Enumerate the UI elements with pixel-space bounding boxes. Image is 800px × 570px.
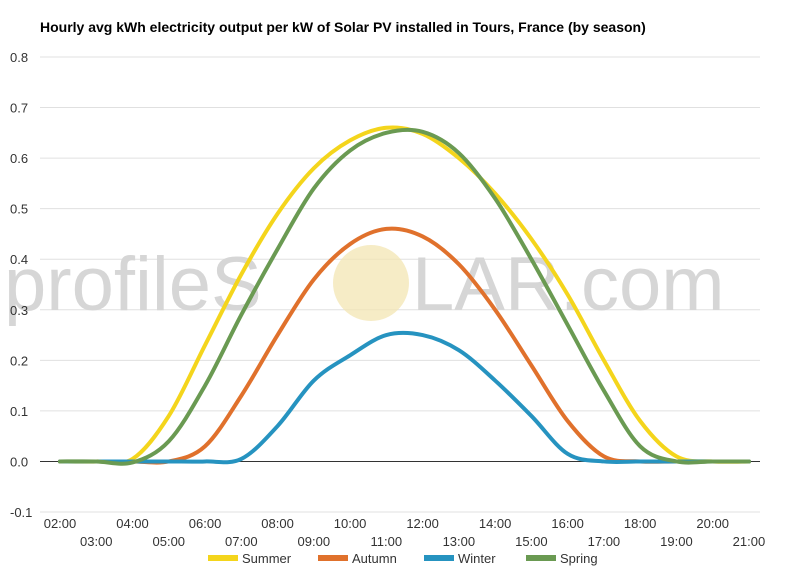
x-tick-label: 12:00 bbox=[406, 516, 439, 531]
x-tick-label: 10:00 bbox=[334, 516, 367, 531]
watermark-sun-icon bbox=[333, 245, 409, 321]
x-tick-label: 19:00 bbox=[660, 534, 693, 549]
y-tick-label: 0.0 bbox=[10, 454, 28, 469]
y-tick-label: 0.3 bbox=[10, 303, 28, 318]
x-tick-label: 15:00 bbox=[515, 534, 548, 549]
watermark-text-left: profileS bbox=[4, 242, 262, 327]
series-line-winter bbox=[58, 330, 751, 465]
y-tick-label: 0.1 bbox=[10, 404, 28, 419]
legend-swatch-spring bbox=[526, 555, 556, 561]
x-tick-label: 16:00 bbox=[551, 516, 584, 531]
legend: Summer Autumn Winter Spring bbox=[208, 551, 598, 566]
y-tick-label: 0.4 bbox=[10, 252, 28, 267]
series-line-spring bbox=[58, 127, 751, 466]
y-tick-label: 0.7 bbox=[10, 101, 28, 116]
watermark: profileS LAR.com bbox=[4, 242, 725, 327]
watermark-text-right: LAR.com bbox=[412, 242, 725, 327]
legend-swatch-summer bbox=[208, 555, 238, 561]
x-tick-label: 17:00 bbox=[588, 534, 621, 549]
legend-label: Winter bbox=[458, 551, 496, 566]
x-tick-label: 14:00 bbox=[479, 516, 512, 531]
x-tick-label: 04:00 bbox=[116, 516, 149, 531]
grid-lines bbox=[40, 56, 760, 513]
series-lines bbox=[58, 125, 751, 466]
y-axis-ticks: -0.1 0.0 0.1 0.2 0.3 0.4 0.5 0.6 0.7 0.8 bbox=[10, 50, 32, 520]
legend-label: Autumn bbox=[352, 551, 397, 566]
x-tick-label: 09:00 bbox=[298, 534, 331, 549]
x-tick-label: 18:00 bbox=[624, 516, 657, 531]
x-tick-label: 20:00 bbox=[696, 516, 729, 531]
y-tick-label: 0.2 bbox=[10, 353, 28, 368]
y-tick-label: 0.6 bbox=[10, 151, 28, 166]
y-tick-label: -0.1 bbox=[10, 505, 32, 520]
x-tick-label: 06:00 bbox=[189, 516, 222, 531]
legend-label: Spring bbox=[560, 551, 598, 566]
legend-label: Summer bbox=[242, 551, 292, 566]
x-tick-label: 08:00 bbox=[261, 516, 294, 531]
x-tick-label: 21:00 bbox=[733, 534, 766, 549]
y-tick-label: 0.8 bbox=[10, 50, 28, 65]
legend-swatch-autumn bbox=[318, 555, 348, 561]
x-tick-label: 02:00 bbox=[44, 516, 77, 531]
chart-title: Hourly avg kWh electricity output per kW… bbox=[40, 19, 646, 35]
y-tick-label: 0.5 bbox=[10, 202, 28, 217]
x-tick-label: 03:00 bbox=[80, 534, 113, 549]
x-tick-label: 11:00 bbox=[371, 534, 403, 549]
x-tick-label: 05:00 bbox=[153, 534, 186, 549]
legend-swatch-winter bbox=[424, 555, 454, 561]
x-tick-label: 07:00 bbox=[225, 534, 258, 549]
x-tick-label: 13:00 bbox=[443, 534, 476, 549]
